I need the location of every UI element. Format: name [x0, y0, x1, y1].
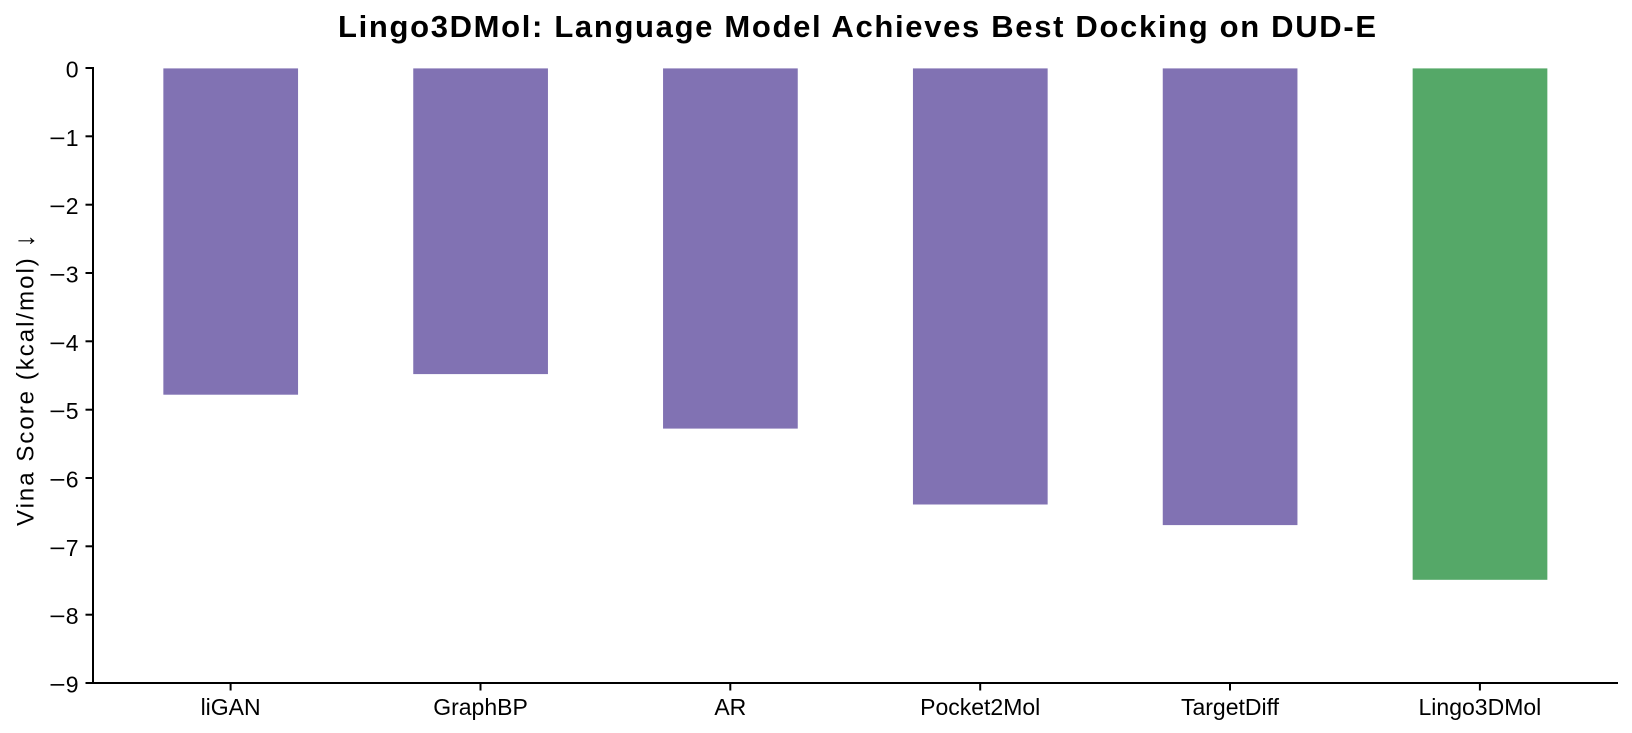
svg-text:−2: −2	[49, 193, 78, 219]
svg-text:−8: −8	[49, 603, 78, 629]
svg-text:Lingo3DMol: Language Model Ach: Lingo3DMol: Language Model Achieves Best…	[338, 9, 1376, 44]
svg-text:TargetDiff: TargetDiff	[1181, 694, 1280, 720]
svg-text:−6: −6	[49, 467, 78, 493]
svg-text:−9: −9	[49, 672, 78, 698]
svg-text:−5: −5	[49, 398, 78, 424]
svg-text:Vina Score (kcal/mol) ↓: Vina Score (kcal/mol) ↓	[10, 234, 40, 526]
svg-text:Pocket2Mol: Pocket2Mol	[920, 694, 1040, 720]
svg-text:−3: −3	[49, 262, 78, 288]
svg-text:Lingo3DMol: Lingo3DMol	[1419, 694, 1542, 720]
svg-text:liGAN: liGAN	[201, 694, 261, 720]
svg-text:AR: AR	[714, 694, 746, 720]
svg-text:−4: −4	[49, 330, 79, 356]
svg-text:0: 0	[66, 57, 79, 83]
svg-text:−1: −1	[49, 125, 78, 151]
svg-text:GraphBP: GraphBP	[433, 694, 528, 720]
svg-text:−7: −7	[49, 535, 78, 561]
